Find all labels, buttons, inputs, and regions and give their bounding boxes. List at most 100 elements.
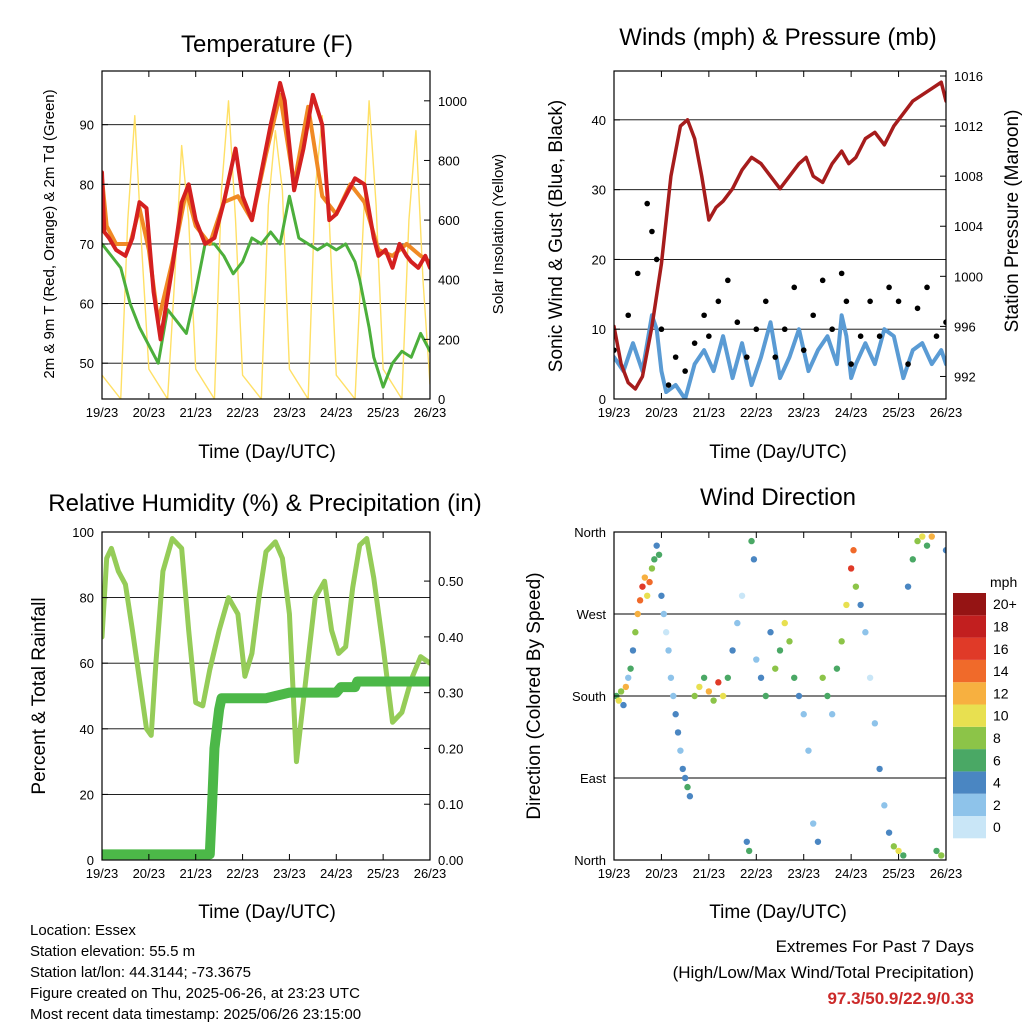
plot-frame	[101, 70, 431, 400]
y-right-tick-label: 400	[438, 273, 460, 288]
direction-point	[753, 656, 760, 663]
extremes-box: Extremes For Past 7 Days (High/Low/Max W…	[673, 934, 974, 1012]
direction-point	[653, 542, 660, 549]
direction-point	[696, 683, 703, 691]
direction-point	[622, 683, 630, 691]
direction-point	[667, 674, 675, 681]
x-tick-label: 20/23	[133, 866, 166, 881]
x-tick-label: 22/23	[226, 405, 259, 420]
legend-swatch	[953, 793, 986, 816]
direction-point	[828, 711, 836, 718]
direction-point	[672, 711, 679, 718]
legend-swatch	[953, 637, 986, 660]
direction-point	[641, 574, 649, 581]
legend-swatch	[953, 659, 986, 683]
direction-xlabel: Time (Day/UTC)	[709, 902, 847, 923]
direction-point	[762, 692, 769, 700]
gust-point	[772, 354, 779, 360]
gust-point	[943, 319, 946, 326]
y-right-tick-label: 1012	[954, 119, 983, 134]
x-tick-label: 20/23	[645, 866, 678, 881]
x-tick-label: 25/23	[882, 405, 915, 420]
direction-point	[772, 665, 779, 672]
direction-point	[743, 838, 750, 845]
legend-swatch	[953, 704, 986, 727]
gust-point	[810, 312, 816, 319]
plot-frame	[613, 70, 947, 400]
direction-point	[914, 537, 921, 545]
y-right-tick-label: 992	[954, 369, 976, 384]
sonic-wind-line	[614, 313, 946, 399]
x-tick-label: 26/23	[930, 405, 963, 420]
legend-swatch	[953, 615, 986, 638]
direction-point	[636, 597, 644, 604]
y-right-tick-label: 1008	[954, 169, 983, 184]
legend-swatch	[953, 726, 986, 750]
legend-label: 2	[993, 797, 1001, 813]
legend-label: 16	[993, 641, 1009, 657]
x-tick-label: 19/23	[598, 405, 631, 420]
y-right-tick-label: 1004	[954, 219, 983, 234]
direction-point	[876, 765, 883, 773]
direction-point	[670, 692, 677, 700]
y-tick-label: 40	[592, 113, 606, 128]
direction-point	[729, 647, 736, 654]
gust-point	[753, 326, 760, 333]
direction-point	[919, 533, 926, 540]
gust-point	[649, 228, 655, 235]
humidity-title: Relative Humidity (%) & Precipitation (i…	[48, 490, 481, 517]
precip-line	[102, 676, 430, 860]
humidity-xlabel: Time (Day/UTC)	[198, 902, 336, 923]
gust-point	[691, 340, 698, 346]
direction-point	[843, 601, 850, 609]
gust-point	[682, 368, 688, 374]
direction-point	[617, 688, 625, 695]
gust-point	[725, 277, 731, 284]
direction-ylabel: Direction (Colored By Speed)	[524, 572, 545, 819]
gust-point	[672, 354, 679, 360]
gust-point	[876, 333, 883, 339]
winds-ylabel: Sonic Wind & Gust (Blue, Black)	[546, 100, 567, 372]
pressure-line	[614, 80, 946, 391]
x-tick-label: 22/23	[740, 866, 773, 881]
direction-point	[866, 674, 874, 681]
direction-point	[674, 729, 682, 736]
y-tick-label: 20	[80, 787, 94, 802]
plot-area	[102, 80, 430, 399]
gust-point	[744, 354, 750, 360]
y-tick-label: 60	[80, 297, 94, 312]
plot-frame	[101, 531, 431, 861]
y-tick-label: 10	[592, 322, 606, 337]
direction-point	[620, 701, 627, 709]
direction-point	[928, 533, 935, 540]
legend-swatch	[953, 593, 986, 616]
direction-point	[710, 697, 717, 704]
legend-label: 6	[993, 752, 1001, 768]
direction-point	[719, 692, 727, 700]
direction-point	[862, 629, 869, 636]
temperature-title: Temperature (F)	[181, 31, 353, 58]
x-tick-label: 24/23	[835, 405, 868, 420]
legend-swatch	[953, 682, 986, 705]
y-tick-label: 20	[592, 252, 606, 267]
legend-label: 4	[993, 775, 1001, 791]
legend-label: 0	[993, 819, 1001, 835]
x-tick-label: 26/23	[414, 405, 447, 420]
gust-point	[791, 284, 798, 291]
y-tick-label: 0	[87, 853, 94, 868]
elevation-text: Station elevation: 55.5 m	[30, 943, 196, 960]
y-tick-label: 80	[80, 177, 94, 192]
legend-label: 20+	[993, 596, 1017, 612]
y-tick-label: 0	[599, 392, 606, 407]
direction-point	[658, 592, 665, 599]
legend-title: mph	[990, 574, 1017, 590]
legend-swatch	[953, 749, 986, 772]
x-tick-label: 26/23	[930, 866, 963, 881]
gust-point	[905, 361, 911, 367]
direction-point	[738, 592, 746, 599]
direction-plot: 19/23 20/23 21/23 22/23 23/23 24/23 25/23 26/23…	[572, 525, 962, 881]
x-tick-label: 21/23	[693, 866, 726, 881]
x-tick-label: 20/23	[645, 405, 678, 420]
gust-point	[838, 270, 845, 277]
